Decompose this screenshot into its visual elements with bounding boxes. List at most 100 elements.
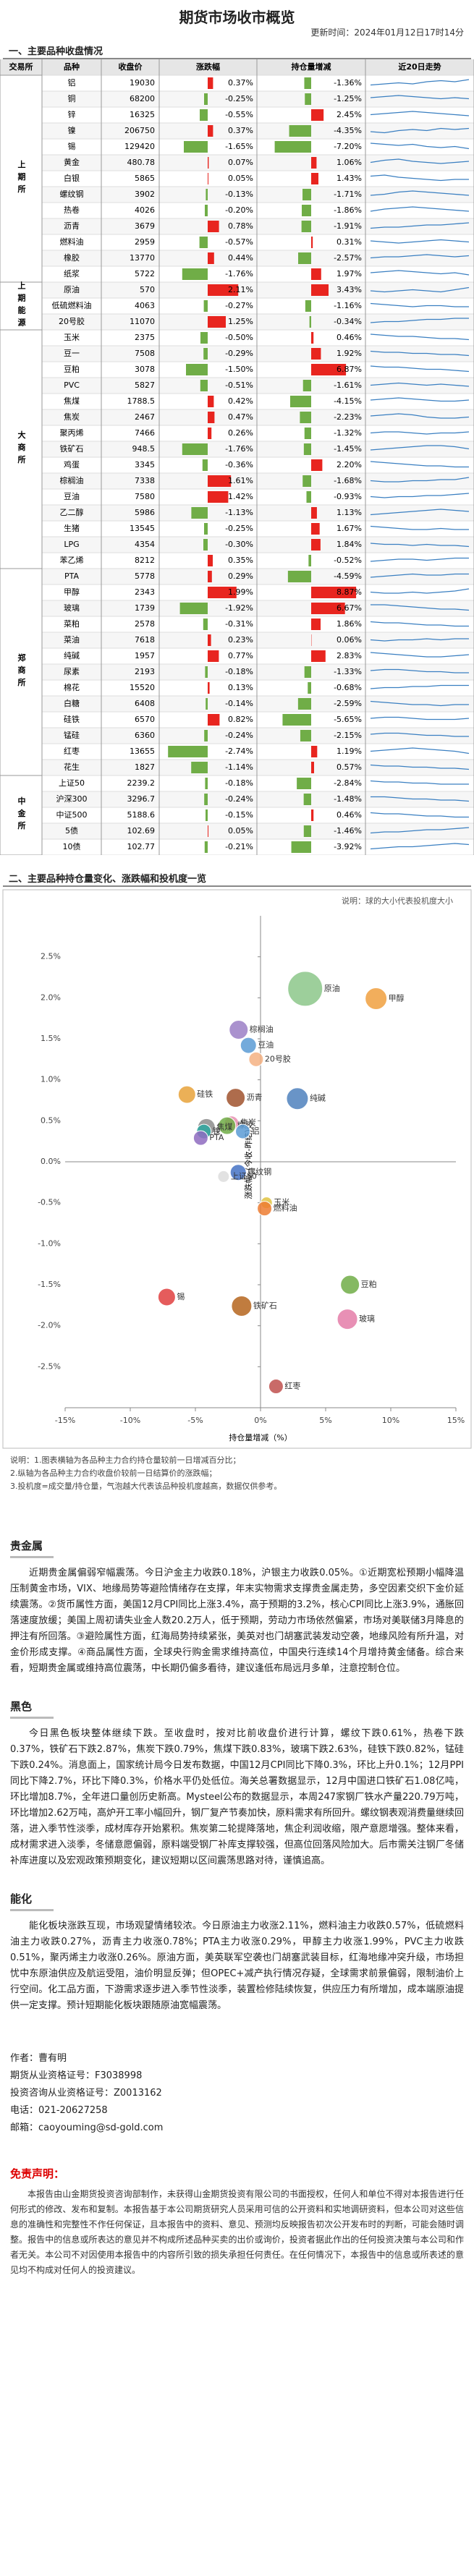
product-name: 低硫燃料油 [52,300,92,310]
change-bar [208,412,215,423]
change-label: 0.42% [228,396,253,406]
sparkline [370,350,470,357]
sparkline [370,557,469,562]
sparkline [370,445,470,451]
sparkline [370,493,470,498]
close-price: 5827 [135,381,155,390]
close-price: 13655 [130,747,155,756]
oi-label: -3.92% [334,842,362,851]
oi-bar [297,778,311,789]
sparkline [370,477,470,483]
change-bar [204,841,208,853]
oi-bar [304,666,311,678]
change-bar [208,221,219,232]
sparkline [370,509,470,516]
bubble [365,987,388,1010]
oi-label: 2.20% [337,460,362,469]
sparkline [370,286,470,293]
change-bar [203,348,208,360]
row-bg [41,90,474,108]
change-label: 0.05% [228,174,253,183]
bubble-label: PTA [209,1133,224,1142]
change-bar [202,459,208,471]
change-label: 1.25% [228,317,253,326]
change-label: -1.65% [225,142,253,151]
row-bg [41,250,474,267]
product-name: 玉米 [64,333,80,342]
chart-notes: 说明：1.图表横轴为各品种主力合约持仓量较前一日增减百分比； 2.纵轴为各品种主力… [0,1451,474,1516]
product-name: PTA [64,571,79,581]
change-label: 0.47% [228,412,253,422]
exchange-label: 郑商所 [17,652,26,690]
row-bg [41,377,474,394]
y-tick-label: 0.0% [41,1157,61,1166]
oi-bar [306,491,311,503]
exchange-label: 上期所 [17,159,26,197]
oi-bar [287,571,311,582]
row-bg [41,138,474,156]
row-bg [41,791,474,808]
close-price: 4026 [135,205,155,215]
row-bg [41,743,474,760]
bubble [337,1309,358,1330]
sparkline [370,461,469,468]
oi-label: 3.43% [337,285,362,294]
oi-label: 1.84% [337,540,362,549]
product-name: 铜 [68,93,76,103]
change-bar [208,682,210,694]
section-text: 能化板块涨跌互现，市场观望情绪较浓。今日原油主力收涨2.11%，燃料油主力收跌0… [10,1921,464,2011]
y-tick-label: 2.0% [41,992,61,1002]
bubble [157,1288,176,1306]
oi-bar [297,698,311,710]
oi-bar [289,396,311,407]
sparkline [370,525,469,530]
row-bg [41,663,474,681]
change-label: -0.24% [225,794,253,804]
close-price: 7580 [135,492,155,501]
close-price: 15520 [130,683,155,692]
close-price: 6408 [135,699,155,708]
bubble-label: 铁矿石 [253,1301,277,1310]
oi-label: -1.36% [334,78,362,88]
close-price: 8212 [135,556,155,565]
product-name: 生猪 [64,523,80,533]
sparkline [370,543,470,548]
oi-label: -0.52% [334,556,362,565]
product-name: 花生 [64,762,80,772]
bubble-label: 燃料油 [274,1203,297,1213]
row-bg [41,711,474,728]
update-time: 更新时间：2024年01月12日17时14分 [310,27,464,38]
row-bg [41,106,474,124]
bubble [235,1123,251,1139]
oi-label: 6.87% [337,365,362,374]
row-bg [41,345,474,362]
change-label: 1.42% [228,492,253,501]
sparkline [370,143,470,150]
close-price: 2193 [135,667,155,676]
sparkline [370,573,469,578]
close-price: 13770 [130,253,155,263]
product-name: 棕榈油 [60,475,84,485]
oi-bar [289,125,311,137]
change-label: -0.57% [225,237,253,247]
oi-label: -1.68% [334,476,362,485]
bubble-label: 棕榈油 [250,1024,274,1034]
product-name: 白银 [64,173,80,183]
change-bar [182,443,208,455]
sparkline [370,684,469,689]
author-line: 投资咨询从业资格证号：Z0013162 [10,2088,162,2099]
sparkline [370,190,470,196]
oi-bar [311,619,321,630]
sparkline [370,127,470,134]
oi-label: -0.34% [334,317,362,326]
author-line: 作者：曹有明 [10,2053,67,2064]
product-name: 锡 [68,141,76,151]
bubble-label: 豆油 [258,1040,274,1050]
note-line: 2.纵轴为各品种主力合约收盘价较前一日结算价的涨跌幅； [10,1468,217,1478]
product-name: 锌 [68,109,76,119]
bubble-label: 焦煤 [216,1122,232,1131]
sparkline [370,382,470,387]
close-price: 3078 [135,365,155,374]
row-bg [41,154,474,171]
product-name: 纸浆 [64,268,80,279]
